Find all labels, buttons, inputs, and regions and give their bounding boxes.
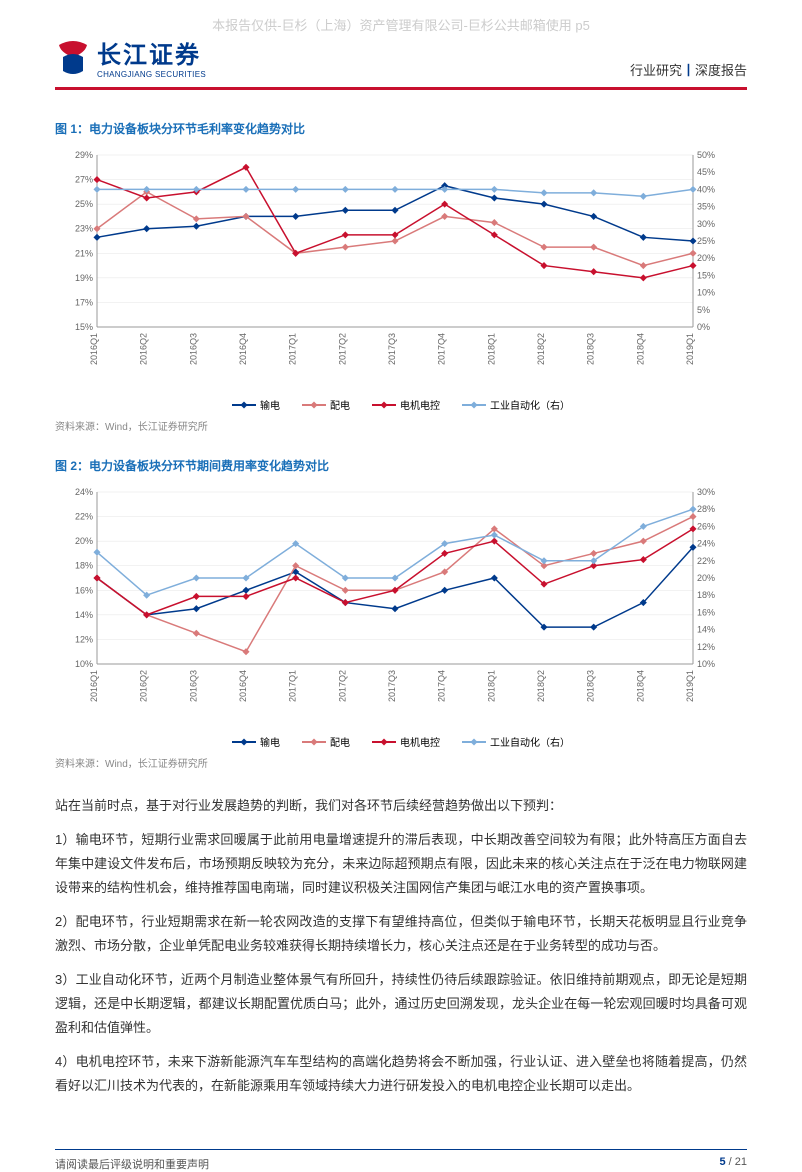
svg-text:2016Q4: 2016Q4 [238, 333, 248, 365]
svg-text:2017Q4: 2017Q4 [437, 670, 447, 702]
svg-text:2017Q1: 2017Q1 [288, 333, 298, 365]
header-category: 行业研究丨深度报告 [630, 60, 747, 79]
svg-text:40%: 40% [697, 184, 715, 194]
header: 长江证券 CHANGJIANG SECURITIES 行业研究丨深度报告 [0, 0, 802, 79]
svg-text:0%: 0% [697, 322, 710, 332]
svg-text:25%: 25% [697, 236, 715, 246]
chart1: 15% 17% 19% 21% 23% 25% 27% 29% 0% 5% 10% 15% 20% 25%… [55, 145, 747, 412]
svg-text:5%: 5% [697, 305, 710, 315]
svg-text:20%: 20% [75, 536, 93, 546]
svg-text:2018Q4: 2018Q4 [635, 333, 645, 365]
watermark: 本报告仅供-巨杉（上海）资产管理有限公司-巨杉公共邮箱使用 p5 [0, 15, 802, 34]
svg-text:12%: 12% [75, 634, 93, 644]
svg-text:2017Q1: 2017Q1 [288, 670, 298, 702]
svg-text:30%: 30% [697, 487, 715, 497]
svg-text:10%: 10% [697, 288, 715, 298]
svg-text:22%: 22% [75, 512, 93, 522]
svg-text:2018Q2: 2018Q2 [536, 333, 546, 365]
svg-text:21%: 21% [75, 248, 93, 258]
body-p2: 2）配电环节，行业短期需求在新一轮农网改造的支撑下有望维持高位，但类似于输电环节… [55, 910, 747, 958]
svg-text:24%: 24% [697, 539, 715, 549]
svg-text:10%: 10% [75, 659, 93, 669]
svg-text:15%: 15% [697, 270, 715, 280]
svg-text:19%: 19% [75, 273, 93, 283]
svg-text:16%: 16% [697, 607, 715, 617]
svg-text:35%: 35% [697, 202, 715, 212]
body-p4: 4）电机电控环节，未来下游新能源汽车车型结构的高端化趋势将会不断加强，行业认证、… [55, 1050, 747, 1098]
svg-text:17%: 17% [75, 297, 93, 307]
header-sep: 丨 [682, 63, 695, 78]
logo-icon [55, 37, 91, 77]
svg-text:2016Q2: 2016Q2 [139, 670, 149, 702]
svg-text:2016Q4: 2016Q4 [238, 670, 248, 702]
svg-text:45%: 45% [697, 167, 715, 177]
svg-text:29%: 29% [75, 150, 93, 160]
svg-text:16%: 16% [75, 585, 93, 595]
svg-text:2017Q2: 2017Q2 [337, 670, 347, 702]
logo-cn: 长江证券 [97, 35, 206, 70]
svg-text:18%: 18% [697, 590, 715, 600]
svg-text:24%: 24% [75, 487, 93, 497]
chart1-title: 图 1：电力设备板块分环节毛利率变化趋势对比 [55, 120, 747, 137]
page-number: 5 / 21 [719, 1156, 747, 1172]
svg-text:2018Q1: 2018Q1 [486, 670, 496, 702]
body-p3: 3）工业自动化环节，近两个月制造业整体景气有所回升，持续性仍待后续跟踪验证。依旧… [55, 968, 747, 1040]
header-type: 深度报告 [695, 63, 747, 78]
svg-text:12%: 12% [697, 642, 715, 652]
svg-text:14%: 14% [75, 610, 93, 620]
svg-text:20%: 20% [697, 573, 715, 583]
svg-text:2016Q1: 2016Q1 [89, 670, 99, 702]
svg-text:2019Q1: 2019Q1 [685, 333, 695, 365]
svg-text:27%: 27% [75, 175, 93, 185]
svg-text:2017Q3: 2017Q3 [387, 670, 397, 702]
body-text: 站在当前时点，基于对行业发展趋势的判断，我们对各环节后续经营趋势做出以下预判： … [55, 794, 747, 1099]
svg-text:2016Q3: 2016Q3 [188, 333, 198, 365]
svg-text:15%: 15% [75, 322, 93, 332]
svg-text:2017Q3: 2017Q3 [387, 333, 397, 365]
svg-text:26%: 26% [697, 521, 715, 531]
svg-text:20%: 20% [697, 253, 715, 263]
svg-text:2018Q3: 2018Q3 [586, 333, 596, 365]
footer-left: 请阅读最后评级说明和重要声明 [55, 1156, 209, 1172]
logo: 长江证券 CHANGJIANG SECURITIES [55, 35, 206, 79]
svg-text:2019Q1: 2019Q1 [685, 670, 695, 702]
svg-text:2016Q1: 2016Q1 [89, 333, 99, 365]
svg-text:18%: 18% [75, 561, 93, 571]
svg-text:2018Q2: 2018Q2 [536, 670, 546, 702]
chart2-title: 图 2：电力设备板块分环节期间费用率变化趋势对比 [55, 457, 747, 474]
svg-text:22%: 22% [697, 556, 715, 566]
svg-text:10%: 10% [697, 659, 715, 669]
svg-text:2018Q1: 2018Q1 [486, 333, 496, 365]
footer: 请阅读最后评级说明和重要声明 5 / 21 [55, 1149, 747, 1172]
chart2-source: 资料来源：Wind，长江证券研究所 [55, 755, 747, 770]
svg-text:2018Q3: 2018Q3 [586, 670, 596, 702]
svg-text:2018Q4: 2018Q4 [635, 670, 645, 702]
header-cat: 行业研究 [630, 63, 682, 78]
body-p1: 1）输电环节，短期行业需求回暖属于此前用电量增速提升的滞后表现，中长期改善空间较… [55, 828, 747, 900]
svg-text:28%: 28% [697, 504, 715, 514]
svg-text:2017Q2: 2017Q2 [337, 333, 347, 365]
chart2: 10% 12% 14% 16% 18% 20% 22% 24% 10% 12% 14% 16% 18% 2… [55, 482, 747, 749]
svg-text:25%: 25% [75, 199, 93, 209]
chart1-source: 资料来源：Wind，长江证券研究所 [55, 418, 747, 433]
svg-text:14%: 14% [697, 625, 715, 635]
svg-text:30%: 30% [697, 219, 715, 229]
svg-text:2016Q3: 2016Q3 [188, 670, 198, 702]
logo-en: CHANGJIANG SECURITIES [97, 70, 206, 79]
svg-text:2017Q4: 2017Q4 [437, 333, 447, 365]
svg-text:50%: 50% [697, 150, 715, 160]
svg-text:23%: 23% [75, 224, 93, 234]
body-intro: 站在当前时点，基于对行业发展趋势的判断，我们对各环节后续经营趋势做出以下预判： [55, 794, 747, 818]
svg-text:2016Q2: 2016Q2 [139, 333, 149, 365]
